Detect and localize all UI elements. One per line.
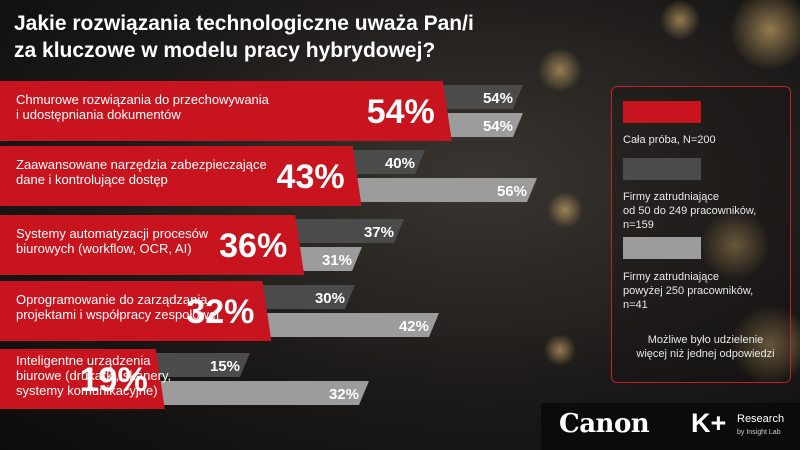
category-label-line: biurowych (workflow, OCR, AI) (16, 241, 192, 256)
value-label-mid-1: 40% (385, 155, 415, 172)
research-sub-label: by Insight Lab (737, 429, 781, 436)
category-label-line: Inteligentne urządzenia (16, 353, 151, 368)
category-label-line: systemy komunikacyjne) (16, 383, 158, 398)
value-label-large-1: 56% (497, 183, 527, 200)
value-label-mid-4: 15% (210, 358, 240, 375)
category-label-line: projektami i współpracy zespołowej (16, 307, 219, 322)
value-label-total-0: 54% (367, 93, 435, 131)
category-label-1: Zaawansowane narzędzia zabezpieczające da… (16, 157, 267, 187)
value-label-total-2: 36% (219, 227, 287, 265)
bar-total-4 (0, 349, 165, 409)
legend-swatch-total (623, 101, 701, 123)
bar-total-3 (0, 281, 272, 341)
bar-mid-4 (145, 353, 250, 377)
value-label-total-4: 19% (80, 361, 148, 399)
background-bulbs (538, 0, 800, 385)
category-label-2: Systemy automatyzacji procesów biurowych … (16, 226, 209, 256)
legend-swatch-large (623, 237, 701, 259)
footer-logos: Canon K+ Research by Insight Lab (541, 403, 800, 450)
bar-total-0 (0, 81, 452, 141)
category-label-line: Chmurowe rozwiązania do przechowywania (16, 92, 270, 107)
category-label-line: i udostępniania dokumentów (16, 107, 181, 122)
legend-label-total: Cała próba, N=200 (623, 134, 716, 146)
chart-title: Jakie rozwiązania technologiczne uważa P… (14, 10, 614, 64)
legend-label-large: Firmy zatrudniające powyżej 250 pracownik… (623, 271, 754, 311)
value-label-total-3: 32% (186, 293, 254, 331)
value-label-large-3: 42% (399, 318, 429, 335)
value-label-mid-0: 54% (483, 90, 513, 107)
value-label-large-2: 31% (322, 252, 352, 269)
bar-large-4 (145, 381, 369, 405)
research-logo: Research by Insight Lab (737, 414, 784, 438)
legend-swatch-mid (623, 158, 701, 180)
title-line-2: za kluczowe w modelu pracy hybrydowej? (14, 39, 436, 62)
value-label-total-1: 43% (277, 158, 345, 196)
category-label-line: dane i kontrolujące dostęp (16, 172, 168, 187)
value-label-large-4: 32% (329, 386, 359, 403)
category-label-4: Inteligentne urządzenia biurowe (drukarki… (16, 353, 171, 398)
value-label-large-0: 54% (483, 118, 513, 135)
title-line-1: Jakie rozwiązania technologiczne uważa P… (14, 12, 474, 35)
bar-group: Chmurowe rozwiązania do przechowywania i … (0, 81, 537, 409)
value-label-mid-3: 30% (315, 290, 345, 307)
bar-total-2 (0, 215, 305, 275)
category-label-3: Oprogramowanie do zarządzania projektami … (16, 292, 219, 322)
legend-note: Możliwe było udzielenie więcej niż jednej… (636, 334, 775, 360)
category-label-line: biurowe (drukarki, skanery, (16, 368, 171, 383)
legend-label-mid: Firmy zatrudniające od 50 do 249 pracowni… (623, 191, 757, 231)
bar-total-1 (0, 146, 362, 206)
category-label-line: Oprogramowanie do zarządzania (16, 292, 208, 307)
kplus-logo: K+ (691, 408, 727, 438)
category-label-line: Systemy automatyzacji procesów (16, 226, 209, 241)
category-label-0: Chmurowe rozwiązania do przechowywania i … (16, 92, 270, 122)
canon-logo: Canon (559, 409, 650, 439)
research-label: Research (737, 413, 785, 425)
legend: Cała próba, N=200 Firmy zatrudniające od … (611, 86, 791, 383)
value-label-mid-2: 37% (364, 224, 394, 241)
category-label-line: Zaawansowane narzędzia zabezpieczające (16, 157, 267, 172)
